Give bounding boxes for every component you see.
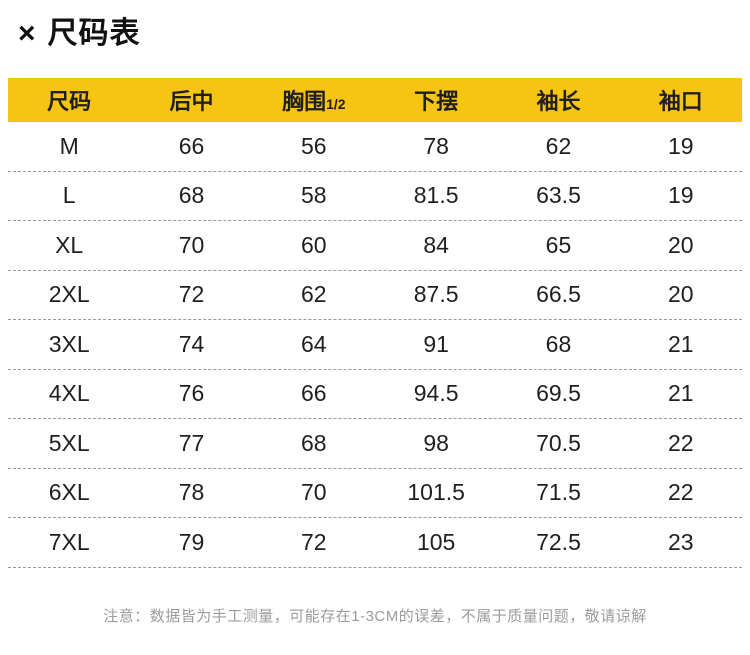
value-cell: 77 — [178, 429, 205, 456]
value-cell: 22 — [668, 429, 694, 456]
value-cell: 87.5 — [413, 281, 459, 308]
value-cell: 68 — [301, 429, 327, 456]
value-cell: 76 — [178, 380, 205, 407]
value-cell: 65 — [545, 231, 572, 258]
value-cell: 78 — [178, 479, 205, 506]
table-header-row: 尺码 后中 胸围1/2 下摆 袖长 袖口 — [8, 78, 742, 122]
size-cell: 5XL — [48, 429, 90, 456]
value-cell: 56 — [301, 132, 327, 159]
size-cell: M — [59, 132, 79, 159]
size-cell: 6XL — [48, 479, 90, 506]
value-cell: 62 — [545, 132, 572, 159]
value-cell: 69.5 — [536, 380, 581, 407]
value-cell: 71.5 — [536, 479, 581, 506]
page-title: 尺码表 — [47, 17, 141, 50]
table-row: 2XL 72 62 87.5 66.5 20 — [8, 271, 742, 320]
value-cell: 72 — [178, 281, 205, 308]
value-cell: 70 — [178, 231, 205, 258]
value-cell: 19 — [668, 132, 694, 159]
value-cell: 19 — [668, 182, 694, 209]
header-hem: 下摆 — [414, 89, 459, 114]
value-cell: 98 — [423, 429, 449, 456]
value-cell: 66 — [178, 132, 205, 159]
value-cell: 64 — [301, 330, 327, 357]
value-cell: 22 — [668, 479, 694, 506]
value-cell: 74 — [178, 330, 205, 357]
value-cell: 23 — [668, 528, 694, 555]
table-row: 6XL 78 70 101.5 71.5 22 — [8, 469, 742, 518]
value-cell: 105 — [416, 528, 456, 555]
value-cell: 70.5 — [536, 429, 581, 456]
header-back-length: 后中 — [169, 89, 214, 114]
value-cell: 21 — [668, 380, 694, 407]
table-row: 3XL 74 64 91 68 21 — [8, 320, 742, 370]
header-sleeve-length: 袖长 — [536, 89, 581, 114]
value-cell: 62 — [301, 281, 327, 308]
size-cell: XL — [55, 231, 84, 258]
value-cell: 94.5 — [413, 380, 459, 407]
header-size: 尺码 — [47, 89, 92, 114]
value-cell: 101.5 — [407, 479, 465, 506]
value-cell: 68 — [545, 330, 572, 357]
value-cell: 60 — [301, 231, 327, 258]
measurement-note: 注意：数据皆为手工测量，可能存在1-3CM的误差，不属于质量问题，敬请谅解 — [103, 608, 647, 625]
value-cell: 91 — [423, 330, 449, 357]
table-row: XL 70 60 84 65 20 — [8, 221, 742, 271]
table-row: 4XL 76 66 94.5 69.5 21 — [8, 370, 742, 419]
header-cuff: 袖口 — [658, 89, 703, 114]
size-cell: L — [62, 182, 76, 209]
size-cell: 2XL — [48, 281, 90, 308]
value-cell: 72 — [301, 528, 327, 555]
value-cell: 78 — [423, 132, 449, 159]
close-icon[interactable]: × — [18, 17, 36, 50]
value-cell: 66.5 — [536, 281, 581, 308]
size-table: 尺码 后中 胸围1/2 下摆 袖长 袖口 M 66 56 78 62 19 L 68 58 81.… — [8, 78, 742, 568]
header-chest: 胸围1/2 — [253, 84, 375, 116]
value-cell: 20 — [668, 231, 694, 258]
value-cell: 84 — [423, 231, 449, 258]
value-cell: 66 — [301, 380, 327, 407]
table-row: M 66 56 78 62 19 — [8, 122, 742, 172]
value-cell: 81.5 — [413, 182, 459, 209]
table-row: L 68 58 81.5 63.5 19 — [8, 172, 742, 221]
size-cell: 4XL — [48, 380, 90, 407]
header-chest-fraction: 1/2 — [326, 96, 346, 112]
table-row: 7XL 79 72 105 72.5 23 — [8, 518, 742, 568]
value-cell: 20 — [668, 281, 694, 308]
value-cell: 63.5 — [536, 182, 581, 209]
size-cell: 3XL — [48, 330, 90, 357]
value-cell: 68 — [178, 182, 205, 209]
value-cell: 21 — [668, 330, 694, 357]
size-table-body: M 66 56 78 62 19 L 68 58 81.5 63.5 19 XL 70 60 84 65 20 2X… — [8, 122, 742, 568]
size-cell: 7XL — [48, 528, 90, 555]
table-row: 5XL 77 68 98 70.5 22 — [8, 419, 742, 469]
header-chest-label: 胸围 — [282, 89, 327, 114]
value-cell: 72.5 — [536, 528, 581, 555]
title-bar: × 尺码表 — [18, 16, 141, 52]
value-cell: 70 — [301, 479, 327, 506]
value-cell: 58 — [301, 182, 327, 209]
value-cell: 79 — [178, 528, 205, 555]
